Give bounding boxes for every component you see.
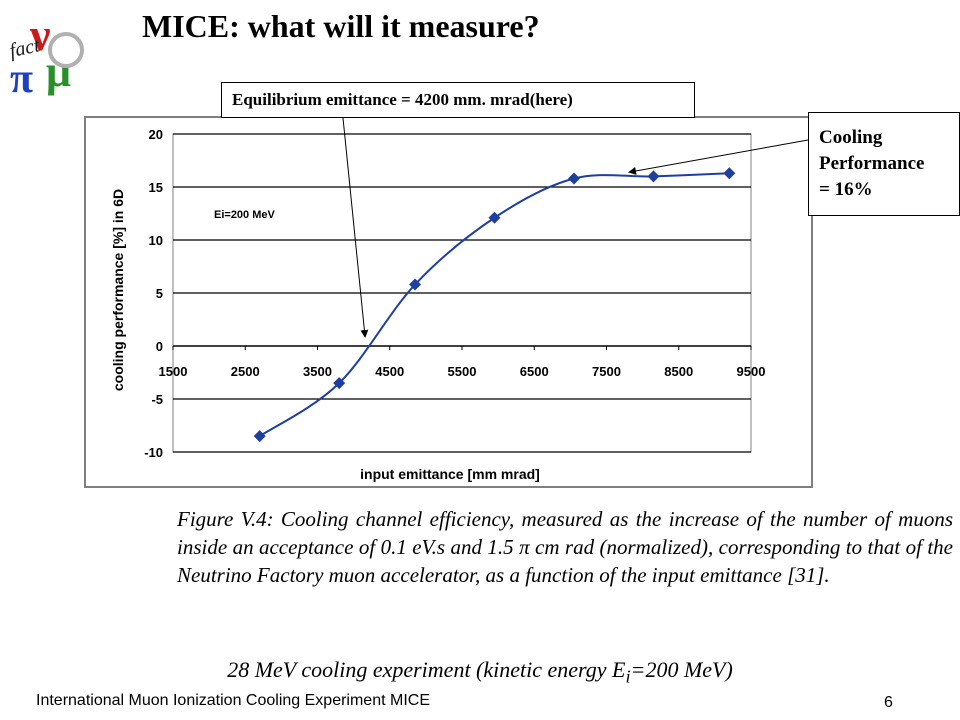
subcaption-subscript: i [625,666,631,687]
y-tick-label: 5 [156,286,163,301]
y-tick-label: 0 [156,339,163,354]
footer-text: International Muon Ionization Cooling Ex… [36,692,430,709]
y-tick-labels: -10 -5 0 5 10 15 20 [144,127,163,460]
data-point [647,170,660,183]
equilibrium-arrow [342,117,369,338]
logo-ring-icon [48,32,84,68]
cooling-callout-line-2: Performance [819,153,925,174]
data-point [253,430,266,443]
subcaption-end: =200 MeV) [630,657,733,682]
y-tick-label: 15 [149,180,163,195]
x-tick-label: 6500 [520,364,549,379]
y-tick-label: -5 [151,392,163,407]
slide-title: MICE: what will it measure? [142,8,540,44]
x-tick-label: 9500 [737,364,766,379]
y-tick-label: 10 [149,233,163,248]
cooling-callout-line-3: = 16% [819,179,873,200]
subcaption-main: 28 MeV cooling experiment (kinetic energ… [227,657,626,682]
logo-nu: ν [29,9,51,60]
x-tick-label: 5500 [448,364,477,379]
data-point [409,278,422,291]
cooling-callout-line-1: Cooling [819,127,883,148]
data-point [567,172,580,185]
x-tick-label: 8500 [664,364,693,379]
x-tick-label: 3500 [303,364,332,379]
logo-pi: π [10,56,33,102]
data-point [488,211,501,224]
y-axis-label: cooling performance [%] in 6D [110,189,126,391]
figure-caption: Figure V.4: Cooling channel efficiency, … [177,507,953,587]
y-tick-label: 20 [149,127,163,142]
cooling-arrow [628,139,809,175]
x-tick-label: 4500 [375,364,404,379]
nufact-logo: ν fact π μ [8,9,84,102]
chart-annotation: Ei=200 MeV [214,209,276,221]
equilibrium-callout: Equilibrium emittance = 4200 mm. mrad(he… [221,82,695,118]
cooling-performance-callout: Cooling Performance = 16% [808,112,960,216]
y-tick-label: -10 [144,445,163,460]
page-number: 6 [884,694,893,711]
x-tick-labels: 1500 2500 3500 4500 5500 6500 7500 8500 9500 [159,346,766,379]
experiment-subcaption: 28 MeV cooling experiment (kinetic energ… [0,657,960,687]
series-markers [253,167,736,443]
data-point [333,377,346,390]
x-tick-label: 2500 [231,364,260,379]
x-tick-label: 7500 [592,364,621,379]
x-axis-label: input emittance [mm mrad] [360,466,540,482]
x-tick-label: 1500 [159,364,188,379]
data-point [723,167,736,180]
